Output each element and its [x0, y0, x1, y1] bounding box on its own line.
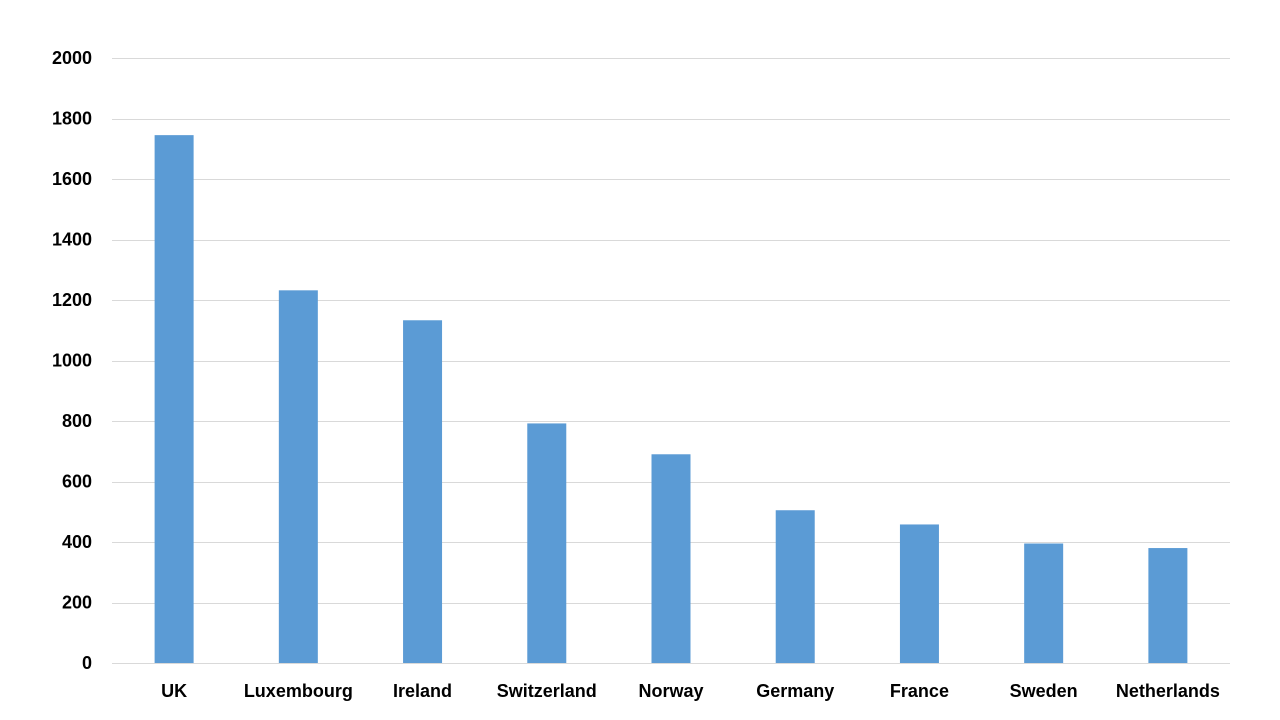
x-tick-label: France — [890, 681, 949, 701]
y-tick-label: 2000 — [52, 48, 92, 68]
y-tick-label: 800 — [62, 411, 92, 431]
bar-sweden — [1024, 543, 1064, 663]
x-tick-label: Sweden — [1010, 681, 1078, 701]
x-tick-label: Germany — [756, 681, 834, 701]
x-tick-label: Switzerland — [497, 681, 597, 701]
y-tick-label: 1200 — [52, 290, 92, 310]
x-tick-label: Netherlands — [1116, 681, 1220, 701]
y-tick-label: 200 — [62, 593, 92, 613]
y-tick-label: 1800 — [52, 109, 92, 129]
y-tick-label: 400 — [62, 532, 92, 552]
bar-uk — [154, 135, 194, 663]
bar-netherlands — [1148, 548, 1188, 663]
x-tick-label: UK — [161, 681, 187, 701]
x-tick-label: Luxembourg — [244, 681, 353, 701]
bars — [154, 135, 1188, 663]
bar-germany — [775, 510, 815, 663]
y-tick-label: 600 — [62, 472, 92, 492]
x-tick-label: Ireland — [393, 681, 452, 701]
bar-luxembourg — [278, 290, 318, 663]
bar-ireland — [403, 320, 443, 663]
y-axis-tick-labels: 0 200 400 600 800 1000 1200 1400 1600 1800 2000 — [52, 48, 92, 673]
y-tick-label: 1400 — [52, 230, 92, 250]
y-tick-label: 0 — [82, 653, 92, 673]
y-tick-label: 1000 — [52, 351, 92, 371]
bar-norway — [651, 454, 691, 663]
bar-france — [899, 524, 939, 663]
y-tick-label: 1600 — [52, 169, 92, 189]
x-axis-tick-labels: UK Luxembourg Ireland Switzerland Norway Germ… — [161, 681, 1220, 701]
x-tick-label: Norway — [638, 681, 703, 701]
bar-switzerland — [527, 423, 567, 663]
